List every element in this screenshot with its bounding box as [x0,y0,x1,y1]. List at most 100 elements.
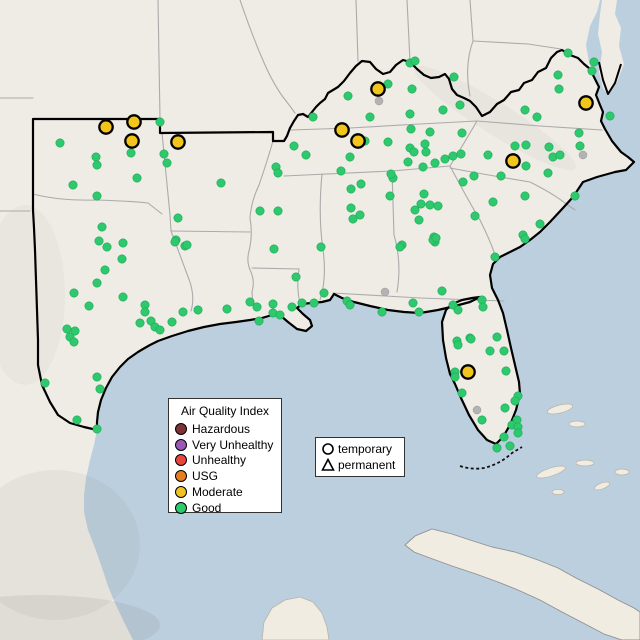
station-good[interactable] [97,222,107,232]
station-good[interactable] [554,84,564,94]
station-good[interactable] [84,301,94,311]
station-good[interactable] [289,141,299,151]
station-good[interactable] [70,326,80,336]
station-good[interactable] [291,272,301,282]
station-good[interactable] [356,179,366,189]
station-good[interactable] [458,177,468,187]
station-good[interactable] [159,149,169,159]
station-good[interactable] [532,112,542,122]
station-good[interactable] [450,372,460,382]
station-good[interactable] [520,105,530,115]
station-good[interactable] [92,278,102,288]
station-good[interactable] [308,112,318,122]
station-good[interactable] [543,168,553,178]
station-good[interactable] [170,237,180,247]
station-good[interactable] [406,124,416,134]
station-good[interactable] [421,147,431,157]
station-good[interactable] [297,298,307,308]
station-moderate[interactable] [370,81,386,97]
station-good[interactable] [92,160,102,170]
station-good[interactable] [91,152,101,162]
station-good[interactable] [100,265,110,275]
station-good[interactable] [521,140,531,150]
station-good[interactable] [68,180,78,190]
station-good[interactable] [409,147,419,157]
station-moderate[interactable] [350,133,366,149]
station-good[interactable] [416,199,426,209]
station-good[interactable] [405,109,415,119]
station-good[interactable] [403,157,413,167]
station-good[interactable] [383,137,393,147]
station-good[interactable] [414,215,424,225]
station-good[interactable] [510,396,520,406]
station-moderate[interactable] [124,133,140,149]
station-good[interactable] [414,307,424,317]
station-good[interactable] [182,240,192,250]
station-good[interactable] [457,128,467,138]
station-good[interactable] [490,252,500,262]
station-no-data[interactable] [380,287,390,297]
station-good[interactable] [118,238,128,248]
station-good[interactable] [348,214,358,224]
station-good[interactable] [40,378,50,388]
station-good[interactable] [499,346,509,356]
station-good[interactable] [346,203,356,213]
station-good[interactable] [319,288,329,298]
station-good[interactable] [420,139,430,149]
station-good[interactable] [346,184,356,194]
station-good[interactable] [309,298,319,308]
station-good[interactable] [301,150,311,160]
station-good[interactable] [336,166,346,176]
station-good[interactable] [345,300,355,310]
station-good[interactable] [448,151,458,161]
station-good[interactable] [72,415,82,425]
station-good[interactable] [570,191,580,201]
station-good[interactable] [273,168,283,178]
station-good[interactable] [155,325,165,335]
station-good[interactable] [255,206,265,216]
station-good[interactable] [343,91,353,101]
station-good[interactable] [453,340,463,350]
station-good[interactable] [385,191,395,201]
station-good[interactable] [126,148,136,158]
station-good[interactable] [117,254,127,264]
station-good[interactable] [544,142,554,152]
station-good[interactable] [140,307,150,317]
station-good[interactable] [252,302,262,312]
station-moderate[interactable] [170,134,186,150]
station-good[interactable] [499,432,509,442]
station-good[interactable] [453,305,463,315]
station-moderate[interactable] [460,364,476,380]
station-good[interactable] [275,310,285,320]
station-good[interactable] [408,298,418,308]
station-good[interactable] [477,415,487,425]
station-good[interactable] [433,201,443,211]
station-good[interactable] [425,200,435,210]
station-moderate[interactable] [126,114,142,130]
station-moderate[interactable] [334,122,350,138]
station-good[interactable] [505,441,515,451]
station-good[interactable] [386,169,396,179]
station-good[interactable] [553,70,563,80]
station-good[interactable] [513,428,523,438]
station-good[interactable] [500,403,510,413]
station-good[interactable] [492,443,502,453]
station-good[interactable] [437,286,447,296]
station-good[interactable] [69,337,79,347]
station-good[interactable] [485,346,495,356]
station-good[interactable] [287,302,297,312]
station-good[interactable] [377,307,387,317]
station-good[interactable] [510,141,520,151]
station-good[interactable] [605,111,615,121]
station-good[interactable] [470,211,480,221]
station-good[interactable] [92,191,102,201]
station-good[interactable] [521,161,531,171]
station-good[interactable] [132,173,142,183]
station-good[interactable] [555,150,565,160]
station-good[interactable] [520,191,530,201]
station-good[interactable] [520,234,530,244]
station-good[interactable] [419,189,429,199]
station-moderate[interactable] [505,153,521,169]
station-no-data[interactable] [578,150,588,160]
station-good[interactable] [438,105,448,115]
